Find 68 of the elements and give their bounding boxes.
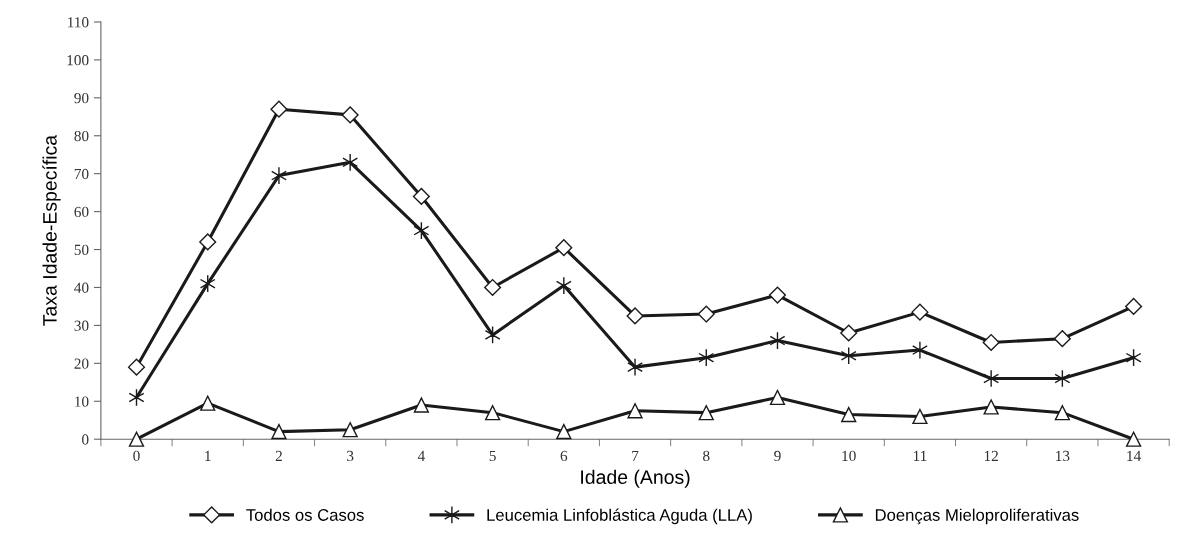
point — [626, 307, 644, 325]
y-tick-label: 50 — [74, 244, 89, 255]
point — [412, 187, 430, 205]
legend-label: Doenças Mieloproliferativas — [875, 508, 1079, 525]
x-tick-label: 8 — [703, 450, 710, 462]
x-tick-label: 6 — [560, 450, 568, 462]
x-tick-label: 9 — [774, 450, 781, 462]
point — [983, 369, 1000, 388]
point — [697, 305, 715, 323]
y-tick-label: 20 — [74, 358, 89, 369]
x-tick-label: 11 — [913, 450, 927, 461]
point — [982, 333, 1000, 352]
point — [484, 278, 502, 297]
point — [769, 389, 786, 406]
x-tick-label: 5 — [489, 450, 496, 462]
y-tick-label: 100 — [67, 55, 89, 66]
y-tick-label: 30 — [74, 320, 89, 331]
point — [1054, 405, 1071, 421]
y-tick-label: 80 — [74, 130, 89, 142]
y-tick-label: 40 — [74, 282, 89, 293]
point — [841, 406, 857, 423]
point — [200, 395, 216, 411]
x-tick-label: 12 — [984, 450, 998, 461]
point — [556, 423, 572, 440]
point — [983, 399, 999, 415]
point — [768, 286, 787, 304]
y-tick-label: 60 — [74, 206, 89, 218]
point — [1125, 431, 1142, 447]
x-tick-label: 2 — [275, 450, 282, 461]
x-tick-label: 3 — [347, 450, 354, 462]
point — [341, 106, 359, 124]
x-tick-label: 4 — [417, 450, 425, 461]
y-axis-title: Taxa Idade-Específica — [42, 134, 61, 326]
point — [271, 423, 287, 440]
point — [912, 341, 928, 360]
point — [1053, 330, 1071, 348]
point — [484, 405, 501, 421]
point — [698, 405, 714, 421]
point — [128, 431, 145, 447]
x-tick-label: 7 — [632, 450, 639, 461]
point — [555, 239, 573, 257]
point — [413, 397, 430, 413]
x-tick-label: 13 — [1056, 450, 1070, 462]
point — [271, 166, 287, 185]
x-tick-label: 10 — [842, 450, 856, 462]
x-tick-label: 0 — [133, 450, 140, 462]
legend-label: Leucemia Linfoblástica Aguda (LLA) — [487, 508, 752, 525]
point — [627, 358, 643, 377]
point — [1125, 297, 1143, 315]
point — [342, 153, 359, 172]
point — [342, 422, 358, 438]
point — [555, 276, 572, 295]
y-tick-label: 0 — [82, 434, 89, 445]
legend-label: Todos os Casos — [246, 508, 364, 521]
point — [127, 358, 146, 376]
y-tick-label: 10 — [75, 396, 89, 407]
y-tick-label: 90 — [74, 92, 89, 104]
x-axis-title: Idade (Anos) — [581, 469, 690, 488]
point — [911, 303, 929, 321]
point — [199, 233, 217, 251]
x-tick-label: 14 — [1127, 450, 1141, 461]
point — [912, 408, 928, 425]
point — [270, 100, 288, 118]
y-tick-label: 70 — [74, 168, 89, 180]
x-tick-label: 1 — [205, 450, 211, 461]
point — [627, 403, 643, 419]
point — [840, 324, 858, 342]
y-tick-label: 110 — [68, 17, 89, 28]
